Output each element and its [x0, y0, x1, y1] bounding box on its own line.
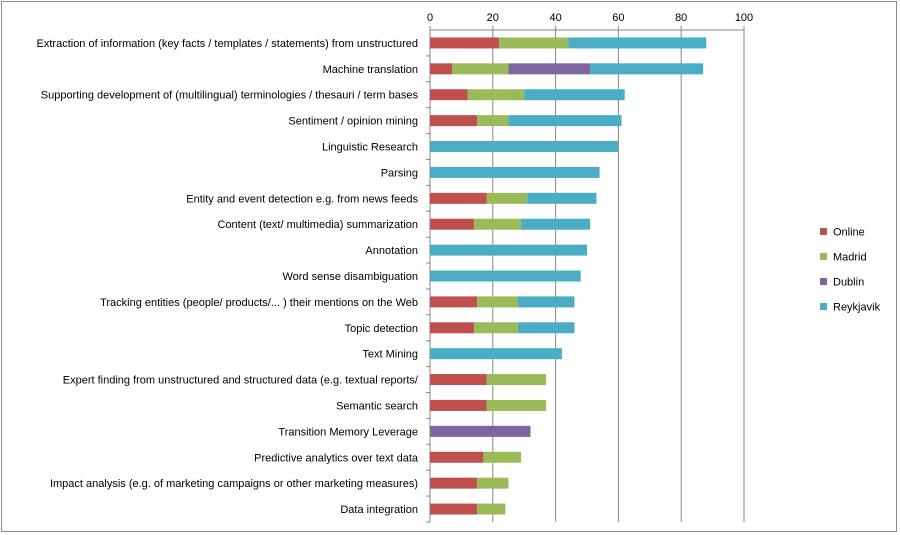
bar-reykjavik: [517, 296, 575, 308]
legend-swatch-madrid: [820, 253, 827, 260]
bar-online: [430, 296, 478, 308]
category-label: Expert finding from unstructured and str…: [63, 375, 419, 387]
category-label: Tracking entities (people/ products/... …: [100, 297, 418, 309]
category-label: Supporting development of (multilingual)…: [41, 90, 419, 102]
bar-madrid: [467, 89, 525, 101]
category-label: Linguistic Research: [322, 142, 418, 154]
bar-online: [430, 63, 452, 75]
bar-reykjavik: [430, 166, 600, 178]
bar-madrid: [451, 63, 509, 75]
category-label: Annotation: [365, 245, 418, 257]
bar-reykjavik: [430, 270, 581, 282]
bar-reykjavik: [430, 348, 562, 360]
bar-reykjavik: [508, 115, 622, 127]
bar-dublin: [430, 425, 531, 437]
bar-madrid: [477, 296, 518, 308]
category-label: Entity and event detection e.g. from new…: [186, 193, 418, 205]
category-label: Machine translation: [323, 64, 418, 76]
x-tick-label: 100: [735, 12, 753, 24]
bar-online: [430, 399, 487, 411]
bar-online: [430, 503, 478, 515]
legend-swatch-reykjavik: [820, 303, 827, 310]
bar-madrid: [473, 218, 522, 230]
legend-label-dublin: Dublin: [833, 277, 864, 289]
bar-madrid: [486, 399, 547, 411]
bar-reykjavik: [590, 63, 704, 75]
legend-label-online: Online: [833, 227, 865, 239]
x-tick-label: 0: [427, 12, 433, 24]
bar-online: [430, 374, 487, 386]
category-label: Semantic search: [336, 400, 418, 412]
bar-reykjavik: [517, 322, 575, 334]
bar-online: [430, 37, 500, 49]
bar-online: [430, 477, 478, 489]
bar-madrid: [477, 503, 506, 515]
legend-label-reykjavik: Reykjavik: [833, 302, 881, 314]
bar-online: [430, 89, 468, 101]
bar-reykjavik: [521, 218, 591, 230]
bar-reykjavik: [430, 141, 619, 153]
bar-reykjavik: [527, 192, 597, 204]
bar-reykjavik: [568, 37, 707, 49]
category-label: Data integration: [340, 504, 418, 516]
x-tick-label: 80: [675, 12, 687, 24]
bar-online: [430, 115, 478, 127]
bar-online: [430, 192, 487, 204]
x-tick-label: 40: [549, 12, 561, 24]
bar-madrid: [499, 37, 569, 49]
category-label: Topic detection: [345, 323, 418, 335]
bar-madrid: [477, 477, 509, 489]
legend-swatch-online: [820, 228, 827, 235]
category-label: Parsing: [381, 167, 418, 179]
bar-dublin: [508, 63, 591, 75]
bar-online: [430, 218, 474, 230]
x-tick-label: 20: [487, 12, 499, 24]
bar-madrid: [483, 451, 522, 463]
bar-madrid: [486, 192, 528, 204]
legend-label-madrid: Madrid: [833, 252, 867, 264]
category-label: Transition Memory Leverage: [278, 426, 418, 438]
category-label: Word sense disambiguation: [282, 271, 418, 283]
bar-online: [430, 451, 484, 463]
bar-online: [430, 322, 474, 334]
category-label: Content (text/ multimedia) summarization: [217, 219, 418, 231]
bar-madrid: [473, 322, 518, 334]
category-label: Predictive analytics over text data: [254, 452, 419, 464]
legend-swatch-dublin: [820, 278, 827, 285]
category-label: Sentiment / opinion mining: [288, 116, 418, 128]
bar-reykjavik: [524, 89, 625, 101]
category-label: Impact analysis (e.g. of marketing campa…: [50, 478, 418, 490]
bar-madrid: [477, 115, 509, 127]
x-tick-label: 60: [612, 12, 624, 24]
category-label: Text Mining: [362, 349, 418, 361]
bar-madrid: [486, 374, 547, 386]
category-label: Extraction of information (key facts / t…: [37, 38, 418, 50]
bar-reykjavik: [430, 244, 587, 256]
